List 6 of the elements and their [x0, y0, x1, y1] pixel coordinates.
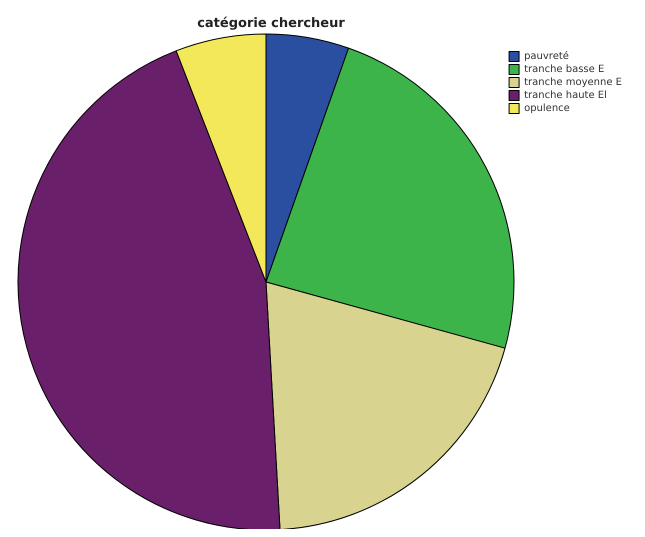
legend-label: tranche moyenne E [524, 77, 622, 88]
legend-label: tranche haute El [524, 90, 607, 101]
legend-label: pauvreté [524, 51, 569, 62]
legend-label: tranche basse E [524, 64, 604, 75]
chart-title: catégorie chercheur [197, 16, 346, 31]
legend-label: opulence [524, 103, 570, 114]
